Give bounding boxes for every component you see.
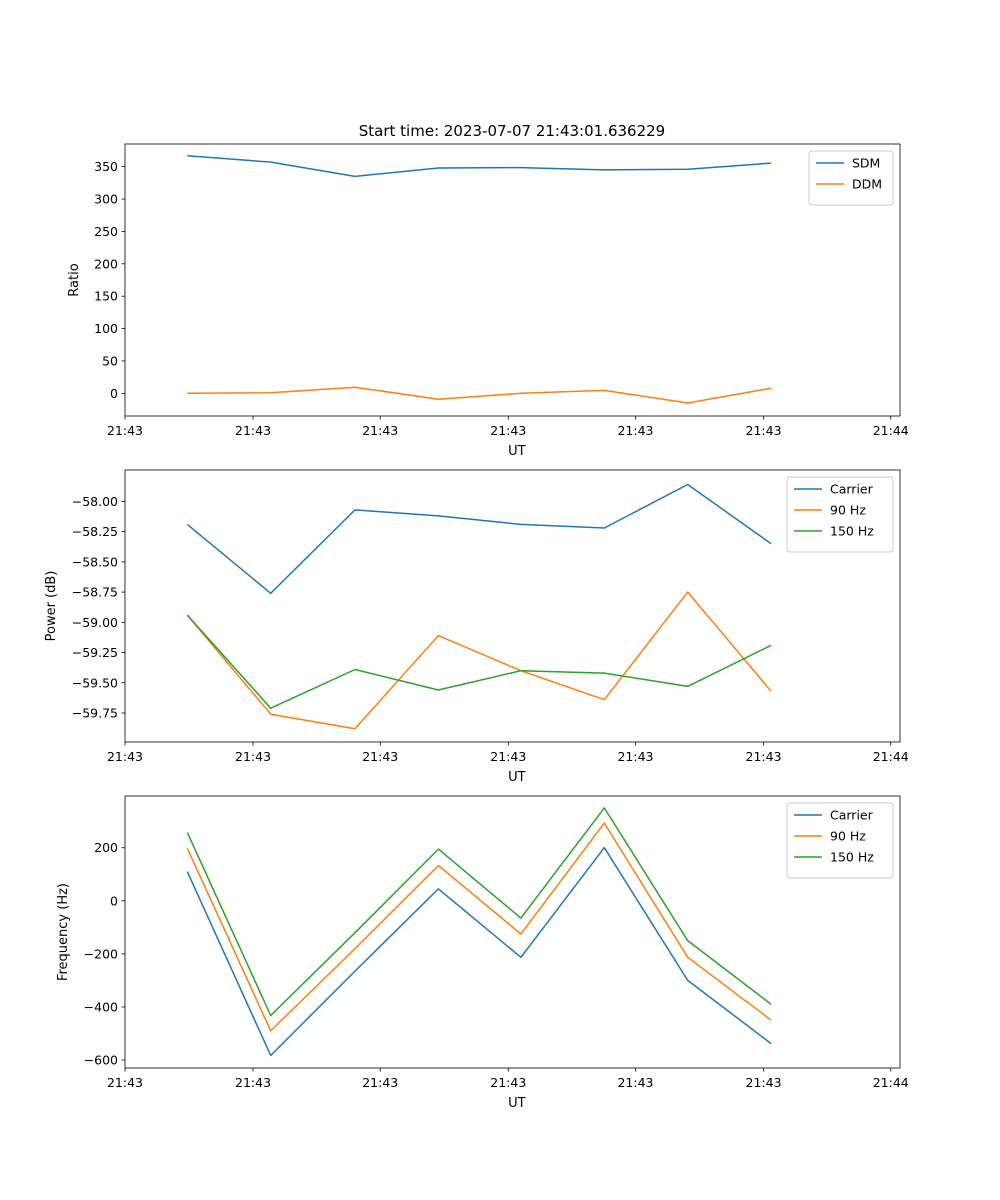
series-line-carrier	[186, 483, 772, 595]
y-tick-label: −58.25	[72, 524, 118, 539]
x-tick-label: 21:43	[617, 423, 653, 438]
x-axis-label: UT	[508, 1096, 526, 1111]
series-line-sdm	[187, 154, 772, 178]
series-line-90-hz	[186, 822, 772, 1032]
x-tick-label: 21:43	[746, 749, 782, 764]
x-tick-label: 21:43	[617, 1075, 653, 1090]
series-line-150-hz	[186, 807, 772, 1017]
series-line-90-hz	[186, 591, 772, 730]
x-tick-label: 21:43	[235, 749, 271, 764]
y-tick-label: 350	[94, 159, 118, 174]
legend: Carrier 90 Hz 150 Hz	[786, 802, 894, 879]
y-tick-label: 150	[94, 289, 118, 304]
y-tick-label: 0	[110, 893, 118, 908]
legend-label: 150 Hz	[830, 524, 874, 539]
legend-label: 90 Hz	[830, 503, 866, 518]
plot-area	[125, 796, 900, 1068]
x-axis-label: UT	[508, 444, 526, 459]
series-line-carrier	[186, 846, 772, 1057]
y-tick-label: −59.75	[72, 705, 118, 720]
legend-label: 90 Hz	[830, 829, 866, 844]
legend-label: Carrier	[830, 808, 874, 823]
x-tick-label: 21:43	[362, 749, 398, 764]
y-tick-label: 250	[94, 224, 118, 239]
x-tick-label: 21:43	[746, 1075, 782, 1090]
y-axis-label: Ratio	[67, 263, 82, 296]
x-tick-label: 21:43	[490, 749, 526, 764]
y-tick-label: −58.00	[72, 494, 118, 509]
series-line-150-hz	[186, 614, 772, 709]
x-tick-label: 21:44	[873, 423, 909, 438]
y-tick-label: −58.50	[72, 554, 118, 569]
axes-frame	[124, 143, 901, 417]
legend: Carrier 90 Hz 150 Hz	[786, 476, 894, 553]
y-tick-label: 300	[94, 192, 118, 207]
x-tick-label: 21:44	[873, 749, 909, 764]
legend-box	[786, 476, 894, 553]
x-tick-label: 21:43	[235, 1075, 271, 1090]
y-tick-label: −600	[84, 1053, 118, 1068]
y-tick-label: 200	[94, 256, 118, 271]
x-tick-label: 21:43	[490, 423, 526, 438]
series-line-ddm	[187, 386, 772, 404]
y-axis-label: Power (dB)	[44, 571, 59, 642]
y-tick-label: −59.25	[72, 645, 118, 660]
x-tick-label: 21:43	[107, 749, 143, 764]
y-tick-label: −58.75	[72, 585, 118, 600]
y-tick-label: 100	[94, 321, 118, 336]
x-tick-label: 21:43	[362, 423, 398, 438]
x-tick-label: 21:43	[617, 749, 653, 764]
legend-box	[808, 150, 894, 206]
y-tick-label: −59.00	[72, 615, 118, 630]
legend-label: Carrier	[830, 482, 874, 497]
x-tick-label: 21:43	[235, 423, 271, 438]
legend-label: SDM	[852, 156, 880, 171]
y-tick-label: 200	[94, 840, 118, 855]
x-tick-label: 21:43	[490, 1075, 526, 1090]
x-tick-label: 21:43	[107, 1075, 143, 1090]
plot-area	[125, 470, 900, 742]
plot-area	[125, 144, 900, 416]
legend: SDM DDM	[808, 150, 894, 206]
panels: 0 50 100 150 200 250 300 350 21:43 21:43 21:43 21:4…	[44, 143, 909, 1111]
legend-label: DDM	[852, 177, 882, 192]
y-tick-label: −200	[84, 946, 118, 961]
panel-ratio: 0 50 100 150 200 250 300 350 21:43 21:43 21:43 21:4…	[67, 143, 909, 459]
panel-power: −59.75 −59.50 −59.25 −59.00 −58.75 −58.50 −58.…	[44, 469, 909, 785]
axes-frame	[124, 795, 901, 1069]
y-tick-label: 50	[102, 353, 118, 368]
x-tick-label: 21:43	[746, 423, 782, 438]
y-tick-label: −400	[84, 999, 118, 1014]
chart-title: Start time: 2023-07-07 21:43:01.636229	[359, 122, 665, 140]
x-tick-label: 21:44	[873, 1075, 909, 1090]
x-tick-label: 21:43	[107, 423, 143, 438]
y-tick-label: −59.50	[72, 675, 118, 690]
panel-frequency: −600 −400 −200 0 200 21:43 21:43 21:43 21:43 21:4…	[56, 795, 909, 1111]
axes-frame	[124, 469, 901, 743]
y-axis-label: Frequency (Hz)	[56, 883, 71, 981]
y-tick-label: 0	[110, 386, 118, 401]
legend-label: 150 Hz	[830, 850, 874, 865]
legend-box	[786, 802, 894, 879]
x-axis-label: UT	[508, 770, 526, 785]
x-tick-label: 21:43	[362, 1075, 398, 1090]
